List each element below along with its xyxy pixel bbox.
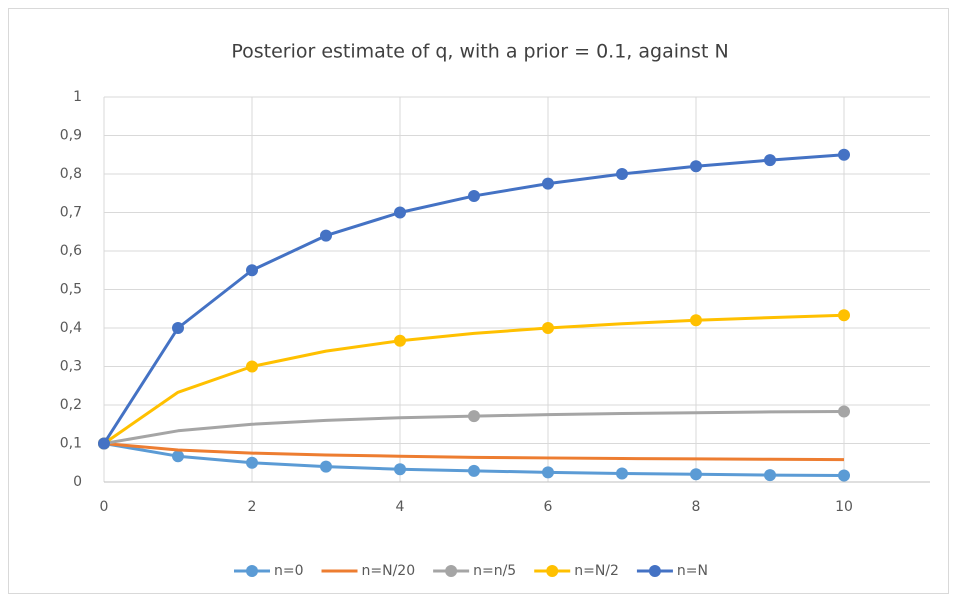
data-point [838, 469, 850, 482]
data-point [172, 322, 184, 334]
data-point [690, 160, 702, 173]
data-point [690, 468, 702, 481]
data-point [246, 456, 258, 469]
legend-label: n=0 [274, 563, 304, 579]
legend-marker [648, 565, 661, 577]
y-tick-label: 0,4 [60, 320, 82, 336]
legend-label: n=N/2 [574, 563, 619, 579]
y-tick-label: 0,1 [60, 436, 82, 452]
data-point [468, 189, 480, 202]
x-tick-label: 0 [100, 499, 109, 515]
data-point [246, 360, 258, 373]
data-point [764, 154, 776, 167]
data-point [320, 460, 332, 473]
y-tick-label: 0,3 [60, 359, 82, 375]
legend-label: n=N [677, 563, 708, 579]
legend-marker [246, 565, 259, 577]
data-point [172, 450, 184, 463]
chart-title: Posterior estimate of q, with a prior = … [231, 41, 728, 63]
data-point [838, 405, 850, 418]
y-tick-label: 0,2 [60, 397, 82, 413]
y-tick-label: 1 [73, 89, 82, 105]
data-point [246, 264, 258, 277]
chart-frame [8, 8, 949, 594]
y-tick-label: 0,9 [60, 128, 82, 144]
data-point [394, 206, 406, 219]
legend-marker [445, 565, 458, 577]
data-point [542, 466, 554, 479]
series-line [103, 313, 845, 445]
data-point [320, 229, 332, 242]
y-tick-label: 0,8 [60, 166, 82, 182]
data-point [468, 464, 480, 477]
y-tick-label: 0,5 [60, 282, 82, 298]
legend-label: n=N/20 [362, 563, 416, 579]
data-point [764, 469, 776, 482]
data-point [394, 463, 406, 476]
x-tick-label: 10 [835, 499, 853, 515]
data-point [616, 467, 628, 480]
series-line [103, 442, 845, 462]
x-tick-label: 8 [692, 499, 701, 515]
data-point [468, 410, 480, 423]
data-point [98, 437, 110, 450]
legend-marker [546, 565, 559, 577]
x-tick-label: 4 [396, 499, 405, 515]
data-point [542, 322, 554, 334]
data-point [542, 177, 554, 190]
y-tick-label: 0,7 [60, 205, 82, 221]
data-point [838, 148, 850, 161]
y-tick-label: 0,6 [60, 243, 82, 259]
data-point [616, 168, 628, 180]
data-point [838, 309, 850, 322]
x-tick-label: 2 [248, 499, 257, 515]
legend-label: n=n/5 [473, 563, 516, 579]
data-point [690, 314, 702, 327]
y-tick-label: 0 [73, 474, 82, 490]
data-point [394, 334, 406, 347]
x-tick-label: 6 [544, 499, 553, 515]
